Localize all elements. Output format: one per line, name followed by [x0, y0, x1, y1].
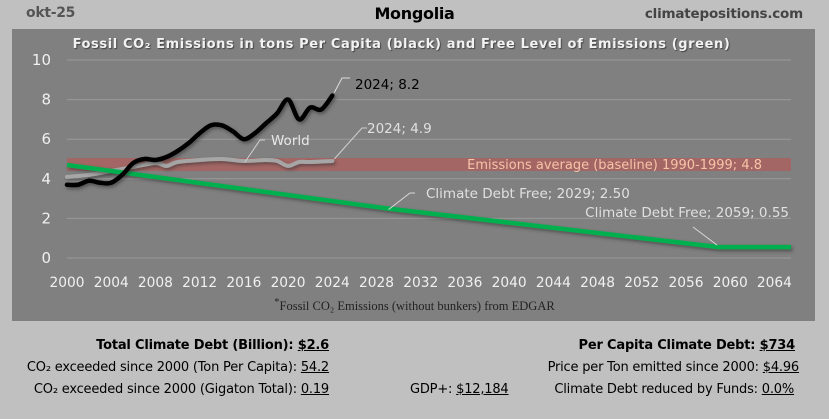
stat-value: $2.6 [297, 338, 329, 353]
stat-total-climate-debt: Total Climate Debt (Billion): $2.6 [96, 338, 329, 353]
leader-line [244, 139, 265, 163]
y-tick-label: 8 [41, 91, 51, 109]
annotations: 2024; 8.2 2024; 4.9 World Emissions average… [244, 77, 789, 246]
stat-label: CO₂ exceeded since 2000 (Ton Per Capita)… [26, 360, 301, 375]
stat-value: $734 [759, 338, 796, 353]
x-tick-label: 2064 [757, 275, 792, 291]
chart-title: Fossil CO₂ Emissions in tons Per Capita … [72, 37, 731, 52]
chart-footnote: *Fossil CO₂ Emissions (without bunkers) … [0, 297, 829, 314]
leader-line [388, 192, 415, 210]
stat-value: $4.96 [762, 360, 799, 375]
series-lines [64, 93, 791, 250]
footnote-star: * [274, 297, 280, 308]
x-tick-label: 2004 [94, 275, 129, 291]
series-line-free-level [66, 162, 791, 250]
series-line-mongolia [64, 93, 335, 188]
x-tick-label: 2044 [536, 275, 571, 291]
stat-label: GDP+: [410, 382, 457, 397]
annotation-mongolia-2024: 2024; 8.2 [355, 77, 420, 93]
x-tick-label: 2012 [182, 275, 217, 291]
footnote-text: Fossil CO₂ Emissions (without bunkers) f… [279, 299, 555, 314]
gridlines [67, 59, 791, 259]
annotation-baseline: Emissions average (baseline) 1990-1999; … [467, 158, 762, 173]
annotation-debt-free-2059: Climate Debt Free; 2059; 0.55 [585, 205, 789, 221]
leader-line [333, 127, 367, 160]
x-axis-ticks: 2000 2004 2008 2012 2016 2020 2024 2028 2032 2036… [50, 275, 792, 291]
y-tick-label: 10 [32, 51, 51, 69]
leader-line [333, 77, 350, 93]
x-tick-label: 2028 [359, 275, 394, 291]
site-link[interactable]: climatepositions.com [644, 6, 803, 22]
y-tick-label: 6 [41, 130, 51, 148]
stat-value: 0.0% [761, 382, 794, 397]
stat-value: $12,184 [456, 382, 509, 397]
x-tick-label: 2040 [492, 275, 527, 291]
x-tick-label: 2020 [271, 275, 306, 291]
country-title: Mongolia [374, 4, 455, 23]
x-tick-label: 2036 [447, 275, 482, 291]
y-tick-label: 2 [41, 209, 51, 227]
stat-co2-exceeded-gigaton: CO₂ exceeded since 2000 (Gigaton Total):… [34, 382, 329, 397]
y-axis-ticks: 0 2 4 6 8 10 [32, 51, 51, 267]
annotation-world: World [271, 133, 310, 149]
x-tick-label: 2000 [50, 275, 85, 291]
y-tick-label: 4 [41, 170, 51, 188]
annotation-world-2024: 2024; 4.9 [367, 121, 432, 137]
stat-label: Total Climate Debt (Billion): [96, 338, 298, 353]
stat-label: CO₂ exceeded since 2000 (Gigaton Total): [33, 382, 301, 397]
x-tick-label: 2052 [624, 275, 659, 291]
x-tick-label: 2048 [580, 275, 615, 291]
annotation-debt-free-2029: Climate Debt Free; 2029; 2.50 [426, 186, 630, 202]
stat-per-capita-climate-debt: Per Capita Climate Debt: $734 [578, 338, 796, 353]
stat-debt-reduced-by-funds: Climate Debt reduced by Funds: 0.0% [554, 382, 794, 397]
x-tick-label: 2060 [713, 275, 748, 291]
date-label: okt-25 [26, 5, 76, 21]
leader-line [692, 226, 718, 246]
x-tick-label: 2008 [138, 275, 173, 291]
stat-co2-exceeded-per-capita: CO₂ exceeded since 2000 (Ton Per Capita)… [27, 360, 329, 375]
stat-label: Price per Ton emitted since 2000: [547, 360, 763, 375]
stat-gdp: GDP+: $12,184 [410, 382, 509, 397]
stat-price-per-ton: Price per Ton emitted since 2000: $4.96 [547, 360, 800, 375]
x-tick-label: 2032 [403, 275, 438, 291]
stat-value: 54.2 [300, 360, 329, 375]
stat-label: Climate Debt reduced by Funds: [554, 382, 762, 397]
x-tick-label: 2056 [668, 275, 703, 291]
stat-value: 0.19 [300, 382, 329, 397]
y-tick-label: 0 [41, 249, 51, 267]
stat-label: Per Capita Climate Debt: [578, 338, 760, 353]
x-tick-label: 2024 [315, 275, 350, 291]
series-line-world [65, 156, 335, 179]
x-tick-label: 2016 [226, 275, 261, 291]
